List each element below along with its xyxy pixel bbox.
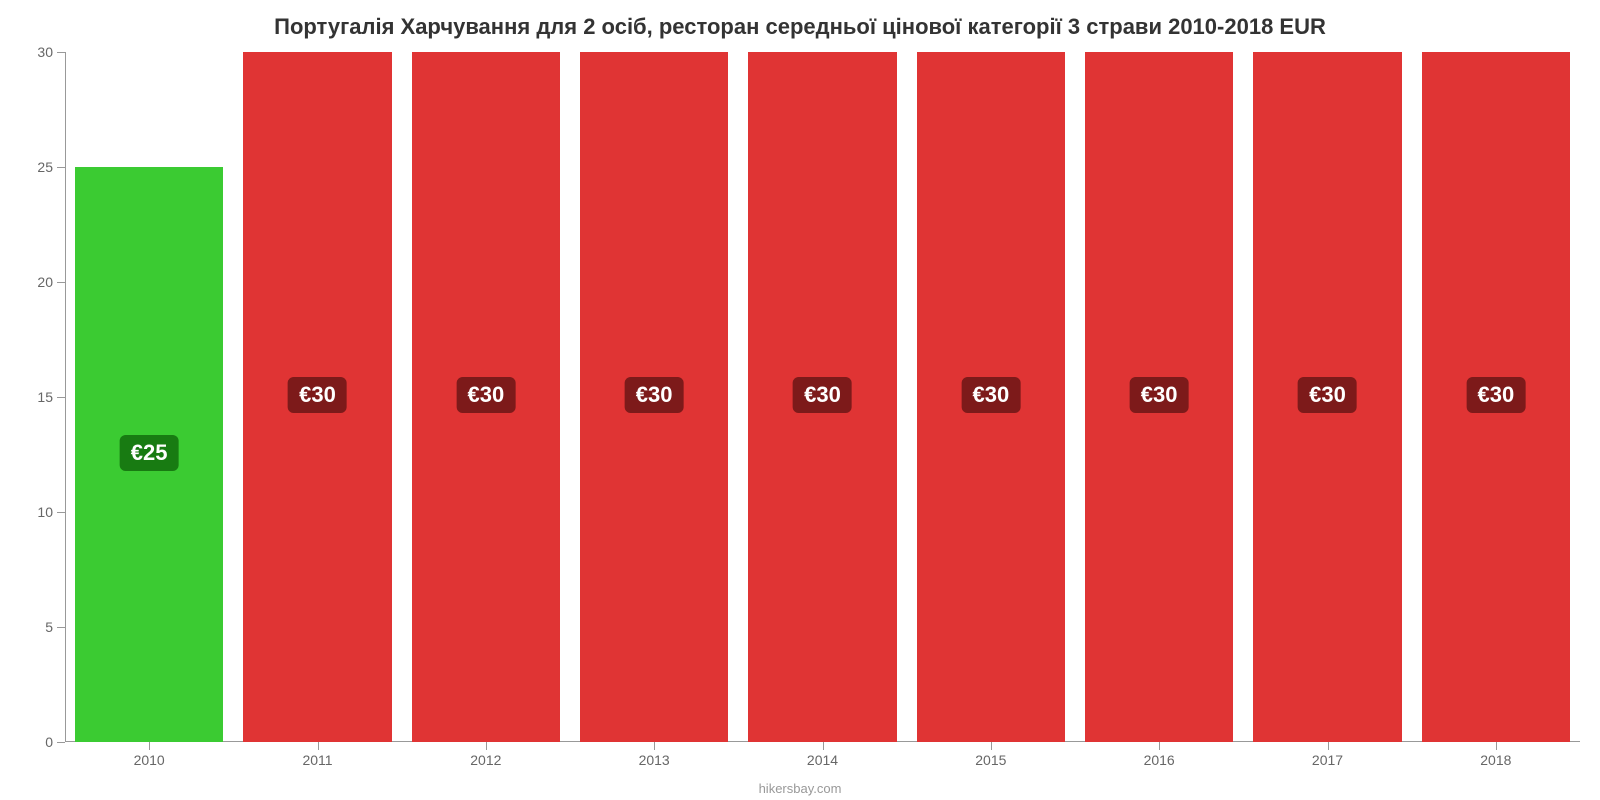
x-tick-mark	[318, 742, 319, 750]
bar-value-badge: €30	[1298, 377, 1357, 413]
x-tick-mark	[823, 742, 824, 750]
bar-slot: €30	[243, 52, 391, 742]
x-axis: 2010 2011 2012 2013 2014 2015 2016 2017 2018	[65, 752, 1580, 772]
bar-slot: €30	[748, 52, 896, 742]
y-tick-label: 20	[37, 274, 53, 290]
credit-text: hikersbay.com	[0, 781, 1600, 796]
bar-value-badge: €30	[1130, 377, 1189, 413]
x-tick-mark	[486, 742, 487, 750]
x-tick-mark	[654, 742, 655, 750]
y-tick-mark	[57, 627, 65, 628]
x-tick-label: 2010	[134, 752, 165, 768]
x-tick-mark	[991, 742, 992, 750]
x-tick-label: 2018	[1480, 752, 1511, 768]
bar-value-badge: €30	[961, 377, 1020, 413]
x-tick-label: 2014	[807, 752, 838, 768]
bar-value-badge: €30	[625, 377, 684, 413]
y-tick-mark	[57, 742, 65, 743]
x-tick-mark	[149, 742, 150, 750]
x-tick-label: 2012	[470, 752, 501, 768]
bar-value-badge: €25	[120, 435, 179, 471]
y-tick-label: 10	[37, 504, 53, 520]
y-tick-label: 30	[37, 44, 53, 60]
bar-slot: €25	[75, 52, 223, 742]
y-tick-label: 25	[37, 159, 53, 175]
y-tick-label: 15	[37, 389, 53, 405]
bar-slot: €30	[1085, 52, 1233, 742]
y-tick-mark	[57, 167, 65, 168]
x-tick-label: 2013	[639, 752, 670, 768]
y-tick-mark	[57, 282, 65, 283]
bar-value-badge: €30	[793, 377, 852, 413]
x-tick-label: 2016	[1144, 752, 1175, 768]
y-tick-mark	[57, 512, 65, 513]
bar-slot: €30	[412, 52, 560, 742]
bar-value-badge: €30	[288, 377, 347, 413]
bar-slot: €30	[917, 52, 1065, 742]
y-tick-label: 5	[45, 619, 53, 635]
y-tick-mark	[57, 397, 65, 398]
chart-title: Португалія Харчування для 2 осіб, рестор…	[0, 14, 1600, 40]
x-tick-mark	[1496, 742, 1497, 750]
y-axis-line	[65, 52, 66, 742]
x-tick-mark	[1328, 742, 1329, 750]
bar-slot: €30	[1253, 52, 1401, 742]
plot-area: €25 €30 €30 €30 €30 €30 €30 €30 €30	[65, 52, 1580, 742]
x-tick-label: 2017	[1312, 752, 1343, 768]
x-tick-label: 2011	[302, 752, 332, 768]
y-tick-label: 0	[45, 734, 53, 750]
bar-value-badge: €30	[456, 377, 515, 413]
bar-slot: €30	[1422, 52, 1570, 742]
x-tick-mark	[1159, 742, 1160, 750]
y-tick-mark	[57, 52, 65, 53]
bar-slot: €30	[580, 52, 728, 742]
bar-value-badge: €30	[1466, 377, 1525, 413]
y-axis: 051015202530	[0, 52, 65, 742]
x-tick-label: 2015	[975, 752, 1006, 768]
